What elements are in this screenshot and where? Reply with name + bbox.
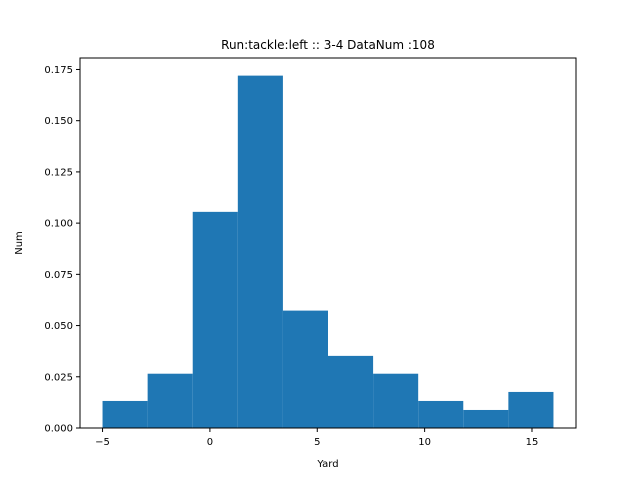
histogram-bar xyxy=(508,391,554,428)
histogram-bar xyxy=(282,310,328,428)
histogram-bar xyxy=(373,373,419,428)
y-tick-label: 0.000 xyxy=(44,424,73,435)
x-tick-label: 10 xyxy=(418,437,431,448)
histogram-bar xyxy=(418,400,464,428)
plot-frame xyxy=(79,57,577,429)
histogram-bar xyxy=(328,355,374,428)
y-tick-label: 0.050 xyxy=(44,321,73,332)
histogram-bar xyxy=(463,409,509,428)
x-tick-label: 15 xyxy=(526,437,539,448)
histogram-bar xyxy=(147,373,193,428)
y-tick-label: 0.025 xyxy=(44,372,73,383)
y-tick-label: 0.150 xyxy=(44,116,73,127)
x-axis-label: Yard xyxy=(316,459,338,470)
histogram-bar xyxy=(237,75,283,428)
y-tick-label: 0.075 xyxy=(44,270,73,281)
histogram-bar xyxy=(102,400,148,428)
y-axis: 0.000 0.025 0.050 0.075 0.100 0.125 0.150 0.175 xyxy=(44,65,80,435)
chart-title: Run:tackle:left :: 3-4 DataNum :108 xyxy=(221,38,435,52)
x-axis: −5 0 5 10 15 xyxy=(95,428,538,448)
x-tick-label: 0 xyxy=(207,437,213,448)
x-tick-label: 5 xyxy=(314,437,320,448)
x-tick-label: −5 xyxy=(95,437,110,448)
y-tick-label: 0.125 xyxy=(44,167,73,178)
bars-group xyxy=(102,75,554,428)
y-tick-label: 0.100 xyxy=(44,219,73,230)
histogram-bar xyxy=(192,211,238,428)
y-tick-label: 0.175 xyxy=(44,65,73,76)
y-axis-label: Num xyxy=(14,231,25,255)
